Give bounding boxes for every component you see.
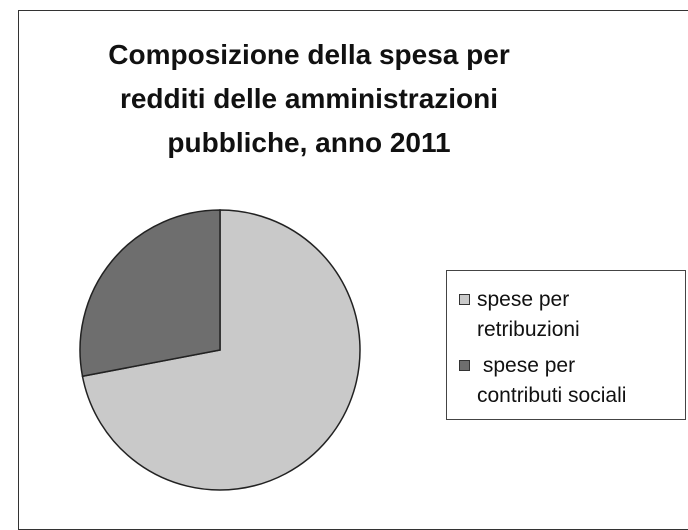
pie-slice-retribuzioni bbox=[81, 209, 361, 491]
legend-label-line-1: spese per bbox=[477, 288, 570, 311]
title-line-2: redditi delle amministrazioni bbox=[119, 83, 499, 114]
title-line-1: Composizione della spesa per bbox=[108, 39, 510, 70]
chart-title: Composizione della spesa per redditi del… bbox=[79, 33, 539, 165]
legend-swatch-retribuzioni bbox=[459, 294, 470, 305]
pie-chart bbox=[70, 200, 370, 500]
legend-label-line-1: spese per bbox=[477, 354, 576, 377]
legend-item-contributi: spese per contributi sociali bbox=[459, 351, 626, 411]
legend-label-line-2: retribuzioni bbox=[477, 318, 580, 341]
legend-item-retribuzioni: spese per retribuzioni bbox=[459, 285, 580, 345]
pie-slice-contributi bbox=[79, 209, 221, 378]
title-line-3: pubbliche, anno 2011 bbox=[167, 127, 451, 158]
legend-label-line-2: contributi sociali bbox=[477, 384, 627, 407]
legend: spese per retribuzioni spese per contrib… bbox=[446, 270, 686, 420]
legend-swatch-contributi bbox=[459, 360, 470, 371]
pie-svg bbox=[79, 209, 361, 491]
